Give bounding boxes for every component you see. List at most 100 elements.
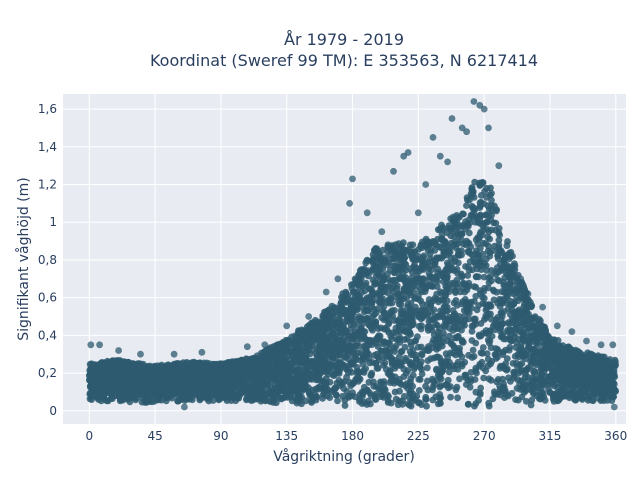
data-point (392, 365, 399, 372)
data-point (612, 361, 619, 368)
data-point (521, 301, 528, 308)
data-point (575, 354, 582, 361)
data-point (347, 383, 354, 390)
data-point (590, 397, 597, 404)
data-point (388, 295, 395, 302)
data-point (267, 360, 274, 367)
data-point (369, 291, 376, 298)
data-point (570, 360, 577, 367)
data-point (419, 371, 426, 378)
data-point (401, 336, 408, 343)
data-point (416, 387, 423, 394)
data-point (505, 329, 512, 336)
data-point (399, 401, 406, 408)
data-point (527, 303, 534, 310)
data-point (444, 260, 451, 267)
data-point (452, 334, 459, 341)
data-point (498, 334, 505, 341)
data-point (341, 319, 348, 326)
data-point (454, 384, 461, 391)
data-point (485, 331, 492, 338)
data-point (246, 388, 253, 395)
data-point (492, 326, 499, 333)
data-point (444, 319, 451, 326)
data-point (487, 338, 494, 345)
data-point (478, 229, 485, 236)
data-point (356, 313, 363, 320)
data-point (312, 386, 319, 393)
data-point (470, 322, 477, 329)
data-point (483, 267, 490, 274)
data-point (350, 358, 357, 365)
data-point (384, 349, 391, 356)
data-point (463, 299, 470, 306)
data-point (452, 289, 459, 296)
data-point (175, 397, 182, 404)
data-point (469, 337, 476, 344)
data-point (470, 347, 477, 354)
data-point (465, 352, 472, 359)
data-point (165, 361, 172, 368)
data-point (484, 219, 491, 226)
data-point (388, 285, 395, 292)
data-point (564, 363, 571, 370)
data-point (346, 312, 353, 319)
data-point (442, 382, 449, 389)
data-point (421, 252, 428, 259)
data-point (510, 300, 517, 307)
data-point (197, 376, 204, 383)
data-point (491, 391, 498, 398)
data-point (406, 308, 413, 315)
data-point (369, 259, 376, 266)
data-point (488, 303, 495, 310)
data-point (215, 396, 222, 403)
data-point (485, 362, 492, 369)
data-point (534, 337, 541, 344)
data-point (437, 288, 444, 295)
data-point (503, 270, 510, 277)
data-point (451, 280, 458, 287)
data-point (544, 377, 551, 384)
data-point (512, 286, 519, 293)
data-point (429, 376, 436, 383)
data-point (508, 249, 515, 256)
data-point (454, 394, 461, 401)
data-point (425, 324, 432, 331)
data-point (495, 252, 502, 259)
data-point (462, 263, 469, 270)
data-point (434, 266, 441, 273)
data-point (435, 329, 442, 336)
data-point (169, 395, 176, 402)
data-point (402, 267, 409, 274)
data-point (331, 386, 338, 393)
data-point (322, 308, 329, 315)
data-point (426, 318, 433, 325)
data-point (435, 401, 442, 408)
data-point (398, 348, 405, 355)
data-point (471, 194, 478, 201)
data-point (369, 299, 376, 306)
data-point (499, 320, 506, 327)
data-point (153, 397, 160, 404)
data-point (384, 327, 391, 334)
data-point (469, 212, 476, 219)
data-point (529, 356, 536, 363)
data-point (366, 390, 373, 397)
data-point (530, 377, 537, 384)
data-point (415, 278, 422, 285)
data-point (440, 367, 447, 374)
data-point (502, 347, 509, 354)
data-point (488, 377, 495, 384)
data-point (413, 352, 420, 359)
data-point (446, 333, 453, 340)
data-point (411, 366, 418, 373)
data-point (424, 263, 431, 270)
data-point (487, 192, 494, 199)
data-point (385, 393, 392, 400)
data-point (243, 396, 250, 403)
data-point (348, 393, 355, 400)
data-point (452, 239, 459, 246)
data-point (356, 396, 363, 403)
data-point (496, 242, 503, 249)
